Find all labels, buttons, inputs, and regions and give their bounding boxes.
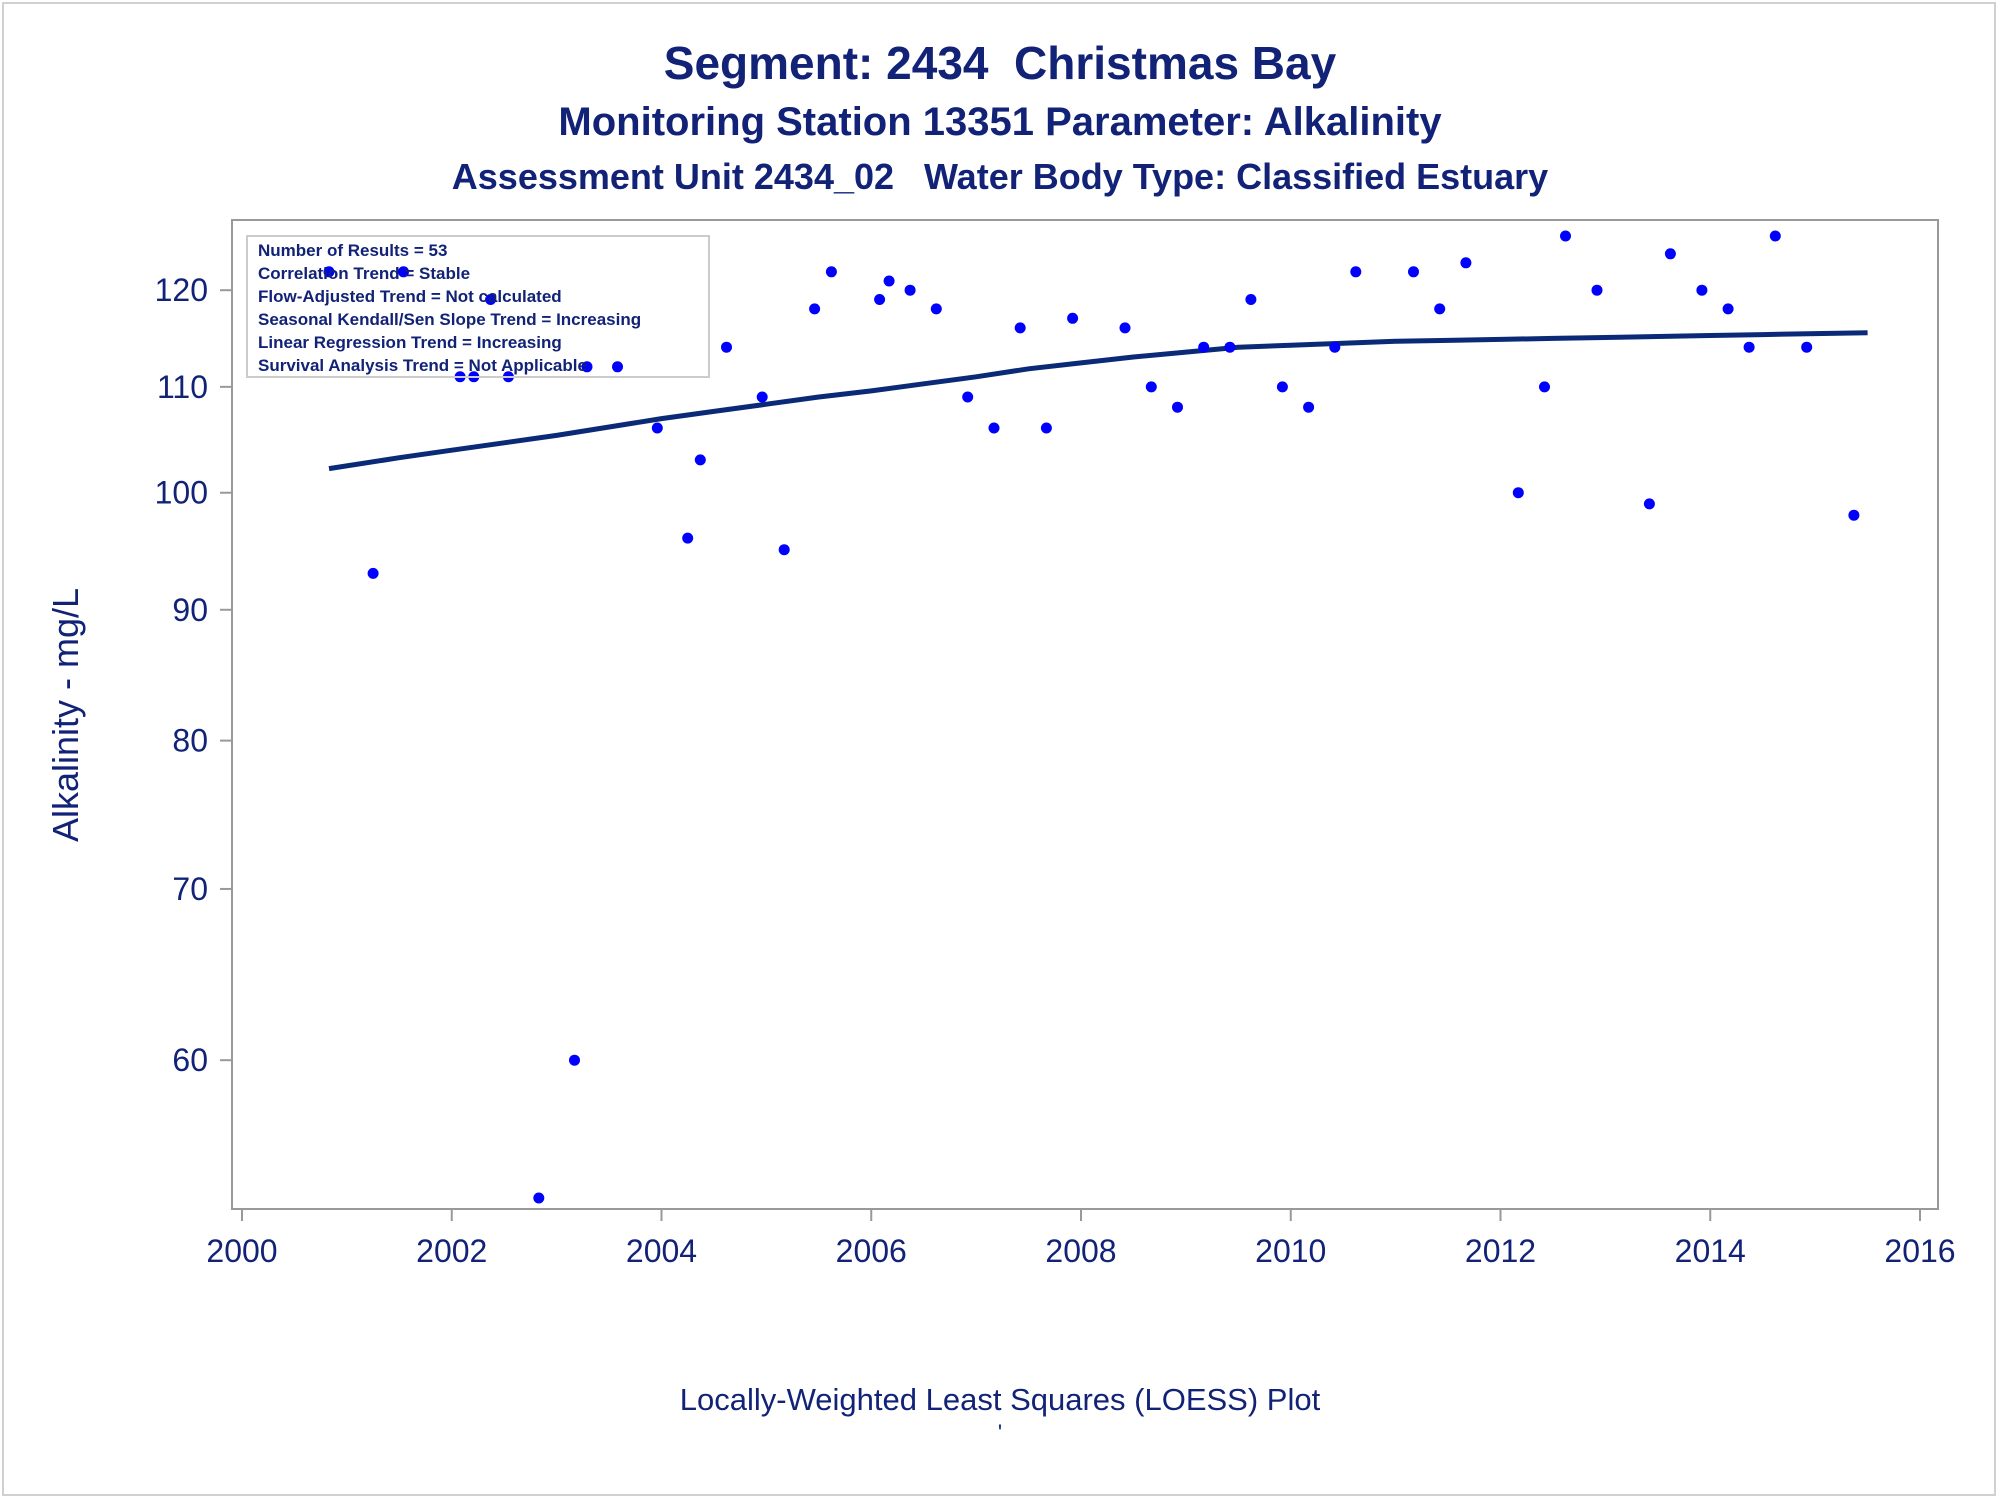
data-point-10 [581, 361, 593, 373]
x-tick-label-2000: 2000 [206, 1233, 277, 1269]
y-tick-label-70: 70 [172, 871, 208, 907]
stats-line-1: Number of Results = 53 [258, 241, 447, 260]
data-point-30 [1145, 381, 1157, 393]
data-point-42 [1512, 487, 1524, 499]
data-point-36 [1303, 401, 1315, 413]
data-point-50 [1743, 341, 1755, 353]
y-axis-title: Alkalinity - mg/L [45, 588, 86, 842]
data-point-46 [1643, 498, 1655, 510]
x-tick-label-2016: 2016 [1884, 1233, 1955, 1269]
stats-line-5: Linear Regression Trend = Increasing [258, 333, 562, 352]
data-point-28 [1067, 312, 1079, 324]
data-point-17 [778, 544, 790, 556]
data-point-22 [904, 284, 916, 296]
stats-box [246, 235, 710, 378]
chart-subtitle-2: Assessment Unit 2434_02 Water Body Type:… [451, 156, 1549, 197]
x-tick-label-2010: 2010 [1255, 1233, 1326, 1269]
stats-line-4: Seasonal Kendall/Sen Slope Trend = Incre… [258, 310, 641, 329]
data-point-49 [1722, 303, 1734, 315]
x-tick-label-2004: 2004 [626, 1233, 697, 1269]
data-point-40 [1434, 303, 1446, 315]
data-point-19 [825, 266, 837, 278]
x-tick-label-2002: 2002 [416, 1233, 487, 1269]
data-point-53 [1848, 509, 1860, 521]
data-point-34 [1245, 294, 1257, 305]
data-point-27 [1040, 422, 1052, 434]
stats-line-2: Correlation Trend = Stable [258, 264, 470, 283]
data-point-14 [694, 454, 706, 466]
data-point-52 [1801, 341, 1813, 353]
data-point-20 [874, 294, 886, 305]
chart-title: Segment: 2434 Christmas Bay [663, 37, 1337, 89]
data-point-33 [1224, 341, 1236, 353]
data-point-48 [1696, 284, 1708, 296]
data-point-26 [1014, 322, 1026, 334]
stats-line-3: Flow-Adjusted Trend = Not calculated [258, 287, 562, 306]
data-point-16 [756, 391, 768, 403]
stats-box-lines: Number of Results = 53 Correlation Trend … [258, 241, 641, 375]
data-point-25 [988, 422, 1000, 434]
x-tick-label-2008: 2008 [1045, 1233, 1116, 1269]
y-tick-label-80: 80 [172, 723, 208, 759]
data-point-51 [1769, 230, 1781, 242]
data-point-15 [721, 341, 732, 353]
data-point-6 [485, 294, 497, 305]
data-point-9 [569, 1054, 580, 1066]
y-tick-label-90: 90 [172, 592, 208, 628]
chart-subtitle: Monitoring Station 13351 Parameter: Alka… [558, 100, 1442, 144]
data-points [323, 230, 1860, 1204]
x-tick-label-2006: 2006 [836, 1233, 907, 1269]
stats-line-6: Survival Analysis Trend = Not Applicable [258, 356, 587, 375]
x-axis: 2000 2002 2004 2006 2008 2010 2012 2014 2016 [206, 1209, 1956, 1269]
y-axis: 60 70 80 90 100 110 120 [155, 272, 232, 1078]
data-point-32 [1198, 341, 1210, 353]
data-point-12 [651, 422, 663, 434]
data-point-11 [612, 361, 623, 373]
footnote: Locally-Weighted Least Squares (LOESS) P… [679, 1382, 1321, 1417]
data-point-45 [1591, 284, 1603, 296]
x-tick-label-2012: 2012 [1465, 1233, 1536, 1269]
data-point-23 [930, 303, 942, 315]
data-point-2 [367, 567, 379, 579]
loess-curve [328, 330, 1868, 472]
data-point-24 [962, 391, 974, 403]
data-point-8 [533, 1192, 545, 1204]
data-point-18 [809, 303, 821, 315]
data-point-43 [1539, 381, 1550, 393]
y-tick-label-120: 120 [155, 272, 208, 308]
data-point-39 [1408, 266, 1419, 278]
data-point-3 [398, 266, 409, 278]
y-tick-label-110: 110 [157, 369, 208, 405]
data-point-31 [1172, 401, 1183, 413]
x-tick-label-2014: 2014 [1675, 1233, 1746, 1269]
data-point-37 [1329, 341, 1341, 353]
data-point-44 [1560, 230, 1571, 242]
footnote-mark: ' [997, 1420, 1003, 1445]
data-point-21 [883, 275, 895, 287]
data-point-35 [1276, 381, 1288, 393]
data-point-38 [1350, 266, 1362, 278]
y-tick-label-100: 100 [155, 475, 208, 511]
data-point-1 [323, 266, 335, 278]
data-point-41 [1460, 257, 1472, 269]
data-point-47 [1664, 248, 1676, 260]
plot-area [231, 219, 1939, 1210]
data-point-29 [1119, 322, 1131, 334]
data-point-13 [682, 532, 694, 544]
y-tick-label-60: 60 [172, 1042, 208, 1078]
